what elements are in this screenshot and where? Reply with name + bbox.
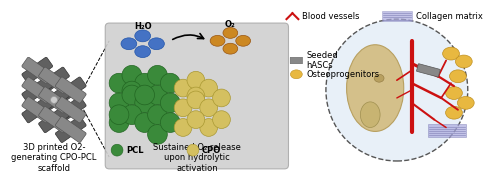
FancyBboxPatch shape (56, 97, 86, 123)
Circle shape (187, 111, 204, 128)
FancyBboxPatch shape (22, 97, 52, 123)
Ellipse shape (456, 55, 472, 68)
Ellipse shape (223, 43, 238, 54)
FancyBboxPatch shape (56, 77, 86, 103)
Ellipse shape (121, 38, 137, 50)
FancyBboxPatch shape (22, 77, 52, 103)
Circle shape (174, 119, 192, 136)
Circle shape (135, 93, 154, 113)
FancyBboxPatch shape (22, 57, 52, 83)
Circle shape (187, 87, 204, 105)
Ellipse shape (148, 38, 164, 50)
Bar (382, 11, 412, 21)
FancyBboxPatch shape (38, 87, 70, 113)
Circle shape (160, 113, 180, 132)
Circle shape (212, 89, 230, 107)
Ellipse shape (446, 87, 462, 99)
Circle shape (111, 144, 123, 156)
Circle shape (148, 105, 168, 124)
Ellipse shape (223, 27, 238, 38)
Circle shape (135, 85, 154, 105)
Circle shape (200, 79, 218, 97)
FancyBboxPatch shape (22, 97, 52, 123)
Circle shape (122, 85, 142, 105)
FancyBboxPatch shape (22, 77, 52, 103)
Text: H₂O: H₂O (134, 22, 152, 31)
Circle shape (212, 111, 230, 128)
Circle shape (135, 113, 154, 132)
FancyBboxPatch shape (416, 64, 440, 77)
Ellipse shape (346, 45, 404, 131)
Circle shape (200, 119, 218, 136)
Circle shape (148, 124, 168, 144)
FancyBboxPatch shape (38, 107, 70, 133)
FancyBboxPatch shape (38, 107, 70, 133)
Text: PCL: PCL (126, 146, 144, 155)
FancyBboxPatch shape (38, 67, 70, 93)
Circle shape (174, 79, 192, 97)
Ellipse shape (446, 106, 462, 119)
Circle shape (109, 105, 129, 124)
Text: O₂: O₂ (225, 20, 235, 29)
Circle shape (187, 71, 204, 89)
Ellipse shape (236, 35, 250, 46)
Text: Osteoprogenitors: Osteoprogenitors (306, 70, 380, 79)
Circle shape (50, 96, 58, 103)
Circle shape (122, 105, 142, 124)
Circle shape (326, 19, 468, 161)
Text: 3D printed O2-
generating CPO-PCL
scaffold: 3D printed O2- generating CPO-PCL scaffo… (12, 143, 96, 173)
Ellipse shape (360, 102, 380, 127)
Circle shape (174, 99, 192, 117)
Circle shape (160, 73, 180, 93)
Text: CPO: CPO (202, 146, 221, 155)
Text: Seeded
hASCs: Seeded hASCs (306, 51, 338, 70)
Circle shape (122, 81, 142, 101)
Circle shape (148, 85, 168, 105)
FancyBboxPatch shape (22, 57, 52, 83)
Circle shape (148, 65, 168, 85)
Ellipse shape (442, 47, 460, 60)
Ellipse shape (135, 46, 150, 58)
Text: Sustained O₂ release
upon hydrolytic
activation: Sustained O₂ release upon hydrolytic act… (153, 143, 241, 173)
FancyBboxPatch shape (290, 57, 302, 64)
Ellipse shape (290, 70, 302, 79)
Circle shape (187, 144, 199, 156)
Bar (428, 124, 466, 137)
FancyBboxPatch shape (56, 77, 86, 103)
Text: Blood vessels: Blood vessels (302, 12, 360, 21)
Circle shape (160, 93, 180, 113)
Circle shape (187, 91, 204, 109)
Circle shape (122, 65, 142, 85)
Ellipse shape (135, 30, 150, 42)
FancyBboxPatch shape (38, 67, 70, 93)
FancyBboxPatch shape (56, 116, 86, 143)
Circle shape (135, 73, 154, 93)
FancyBboxPatch shape (56, 97, 86, 123)
Circle shape (200, 99, 218, 117)
Ellipse shape (374, 74, 384, 82)
FancyBboxPatch shape (56, 116, 86, 143)
Circle shape (109, 73, 129, 93)
Ellipse shape (210, 35, 225, 46)
FancyBboxPatch shape (105, 23, 288, 169)
Text: Collagen matrix: Collagen matrix (416, 12, 482, 21)
Ellipse shape (458, 96, 474, 109)
Circle shape (109, 113, 129, 132)
Circle shape (109, 93, 129, 113)
Ellipse shape (450, 70, 466, 83)
FancyBboxPatch shape (38, 87, 70, 113)
